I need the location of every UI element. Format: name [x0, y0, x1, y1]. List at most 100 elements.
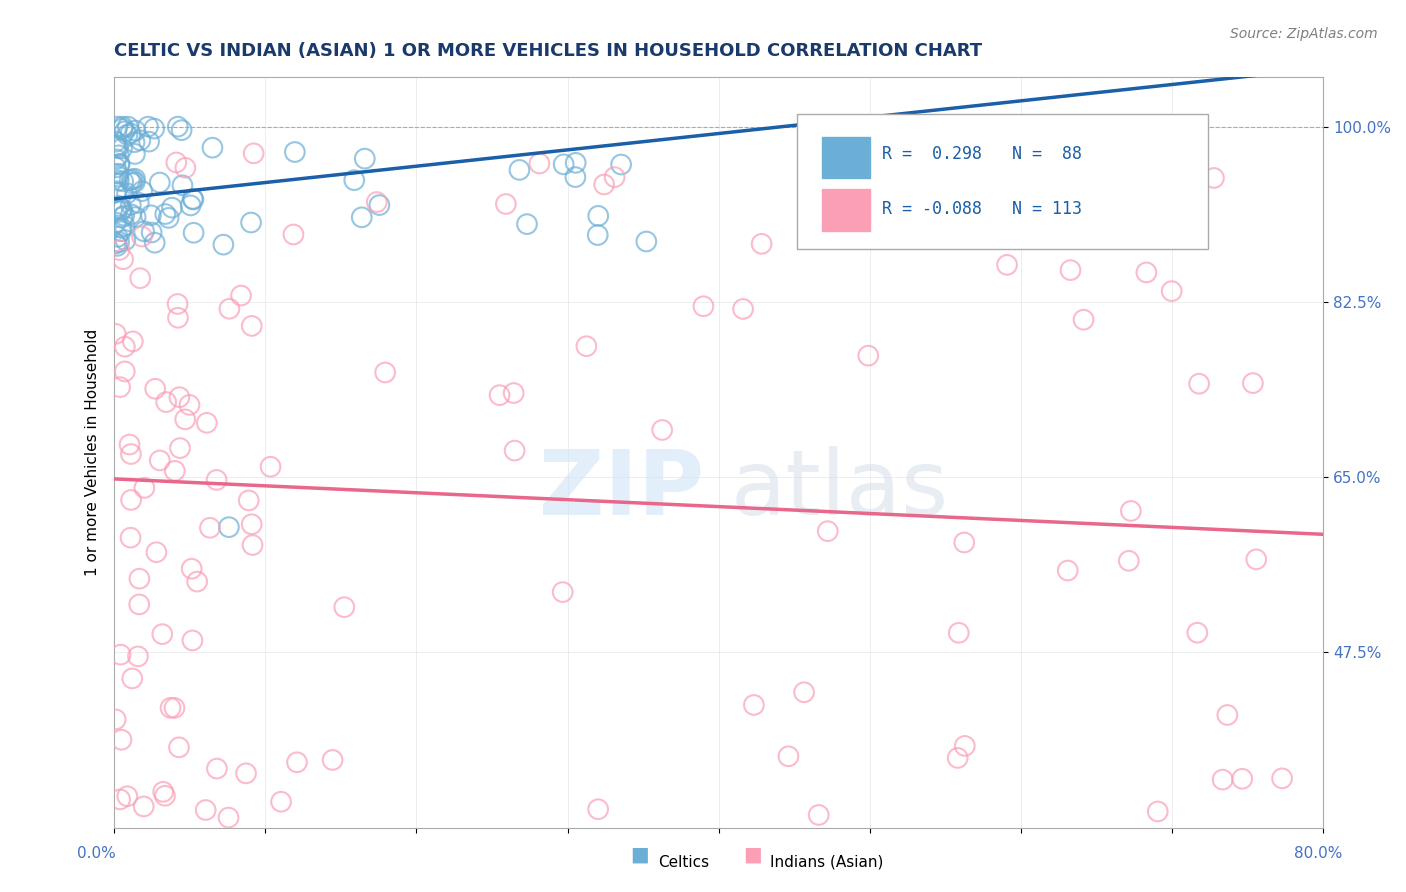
Point — [198, 521, 221, 535]
Point — [111, 120, 134, 134]
Point — [108, 157, 131, 171]
Point — [166, 120, 188, 134]
Point — [205, 762, 228, 776]
Point — [141, 226, 163, 240]
Point — [167, 310, 190, 325]
Point — [120, 531, 142, 545]
Point — [139, 208, 162, 222]
Y-axis label: 1 or more Vehicles in Household: 1 or more Vehicles in Household — [86, 328, 100, 575]
Point — [948, 625, 970, 640]
Point — [131, 229, 153, 244]
Text: 80.0%: 80.0% — [1295, 846, 1343, 861]
Text: Indians (Asian): Indians (Asian) — [770, 855, 884, 870]
Point — [108, 235, 131, 249]
Point — [132, 224, 155, 238]
Point — [235, 766, 257, 780]
Point — [153, 789, 176, 803]
Point — [120, 447, 142, 461]
Point — [157, 211, 180, 225]
Point — [201, 141, 224, 155]
Point — [238, 493, 260, 508]
Point — [108, 380, 131, 394]
Point — [742, 698, 765, 712]
Point — [104, 215, 127, 229]
Point — [111, 121, 134, 136]
Point — [285, 756, 308, 770]
Point — [124, 135, 146, 149]
Point — [1232, 772, 1254, 786]
Point — [516, 217, 538, 231]
Point — [129, 133, 152, 147]
Point — [163, 464, 186, 478]
Point — [150, 627, 173, 641]
Point — [124, 171, 146, 186]
Point — [195, 416, 218, 430]
Point — [145, 545, 167, 559]
Point — [136, 120, 159, 134]
Point — [112, 174, 135, 188]
Point — [374, 366, 396, 380]
Point — [120, 207, 142, 221]
Point — [124, 175, 146, 189]
Point — [593, 178, 616, 192]
Point — [104, 236, 127, 251]
Point — [117, 120, 139, 134]
Point — [174, 161, 197, 175]
Point — [636, 235, 658, 249]
Point — [240, 215, 263, 229]
Point — [353, 152, 375, 166]
Point — [508, 162, 530, 177]
Point — [121, 176, 143, 190]
Point — [108, 792, 131, 806]
Point — [120, 198, 142, 212]
Point — [132, 799, 155, 814]
Point — [104, 135, 127, 149]
Point — [229, 288, 252, 302]
Point — [120, 492, 142, 507]
Point — [107, 141, 129, 155]
Point — [124, 210, 146, 224]
Point — [104, 139, 127, 153]
Point — [183, 226, 205, 240]
Point — [114, 340, 136, 354]
Point — [366, 195, 388, 210]
Point — [603, 170, 626, 185]
Point — [953, 535, 976, 549]
Point — [858, 349, 880, 363]
Point — [108, 157, 131, 171]
Text: ▪: ▪ — [630, 840, 650, 870]
Point — [333, 600, 356, 615]
Point — [149, 176, 172, 190]
Point — [104, 326, 127, 341]
Point — [242, 538, 264, 552]
Point — [1071, 214, 1094, 228]
Point — [155, 395, 177, 409]
Point — [529, 156, 551, 170]
Point — [1241, 376, 1264, 390]
Point — [160, 201, 183, 215]
Point — [107, 229, 129, 244]
Point — [503, 443, 526, 458]
Point — [105, 239, 128, 253]
Point — [172, 178, 194, 193]
Point — [586, 802, 609, 816]
Point — [110, 732, 132, 747]
Point — [128, 195, 150, 210]
Point — [953, 739, 976, 753]
Point — [129, 271, 152, 285]
Point — [793, 685, 815, 699]
Point — [322, 753, 344, 767]
Point — [218, 520, 240, 534]
Point — [1135, 265, 1157, 279]
Point — [127, 649, 149, 664]
Point — [111, 210, 134, 224]
Point — [180, 198, 202, 212]
Text: Celtics: Celtics — [658, 855, 709, 870]
Point — [143, 382, 166, 396]
Point — [121, 172, 143, 186]
Point — [1246, 552, 1268, 566]
Point — [134, 481, 156, 495]
Point — [179, 398, 201, 412]
Point — [115, 186, 138, 201]
Point — [104, 186, 127, 200]
